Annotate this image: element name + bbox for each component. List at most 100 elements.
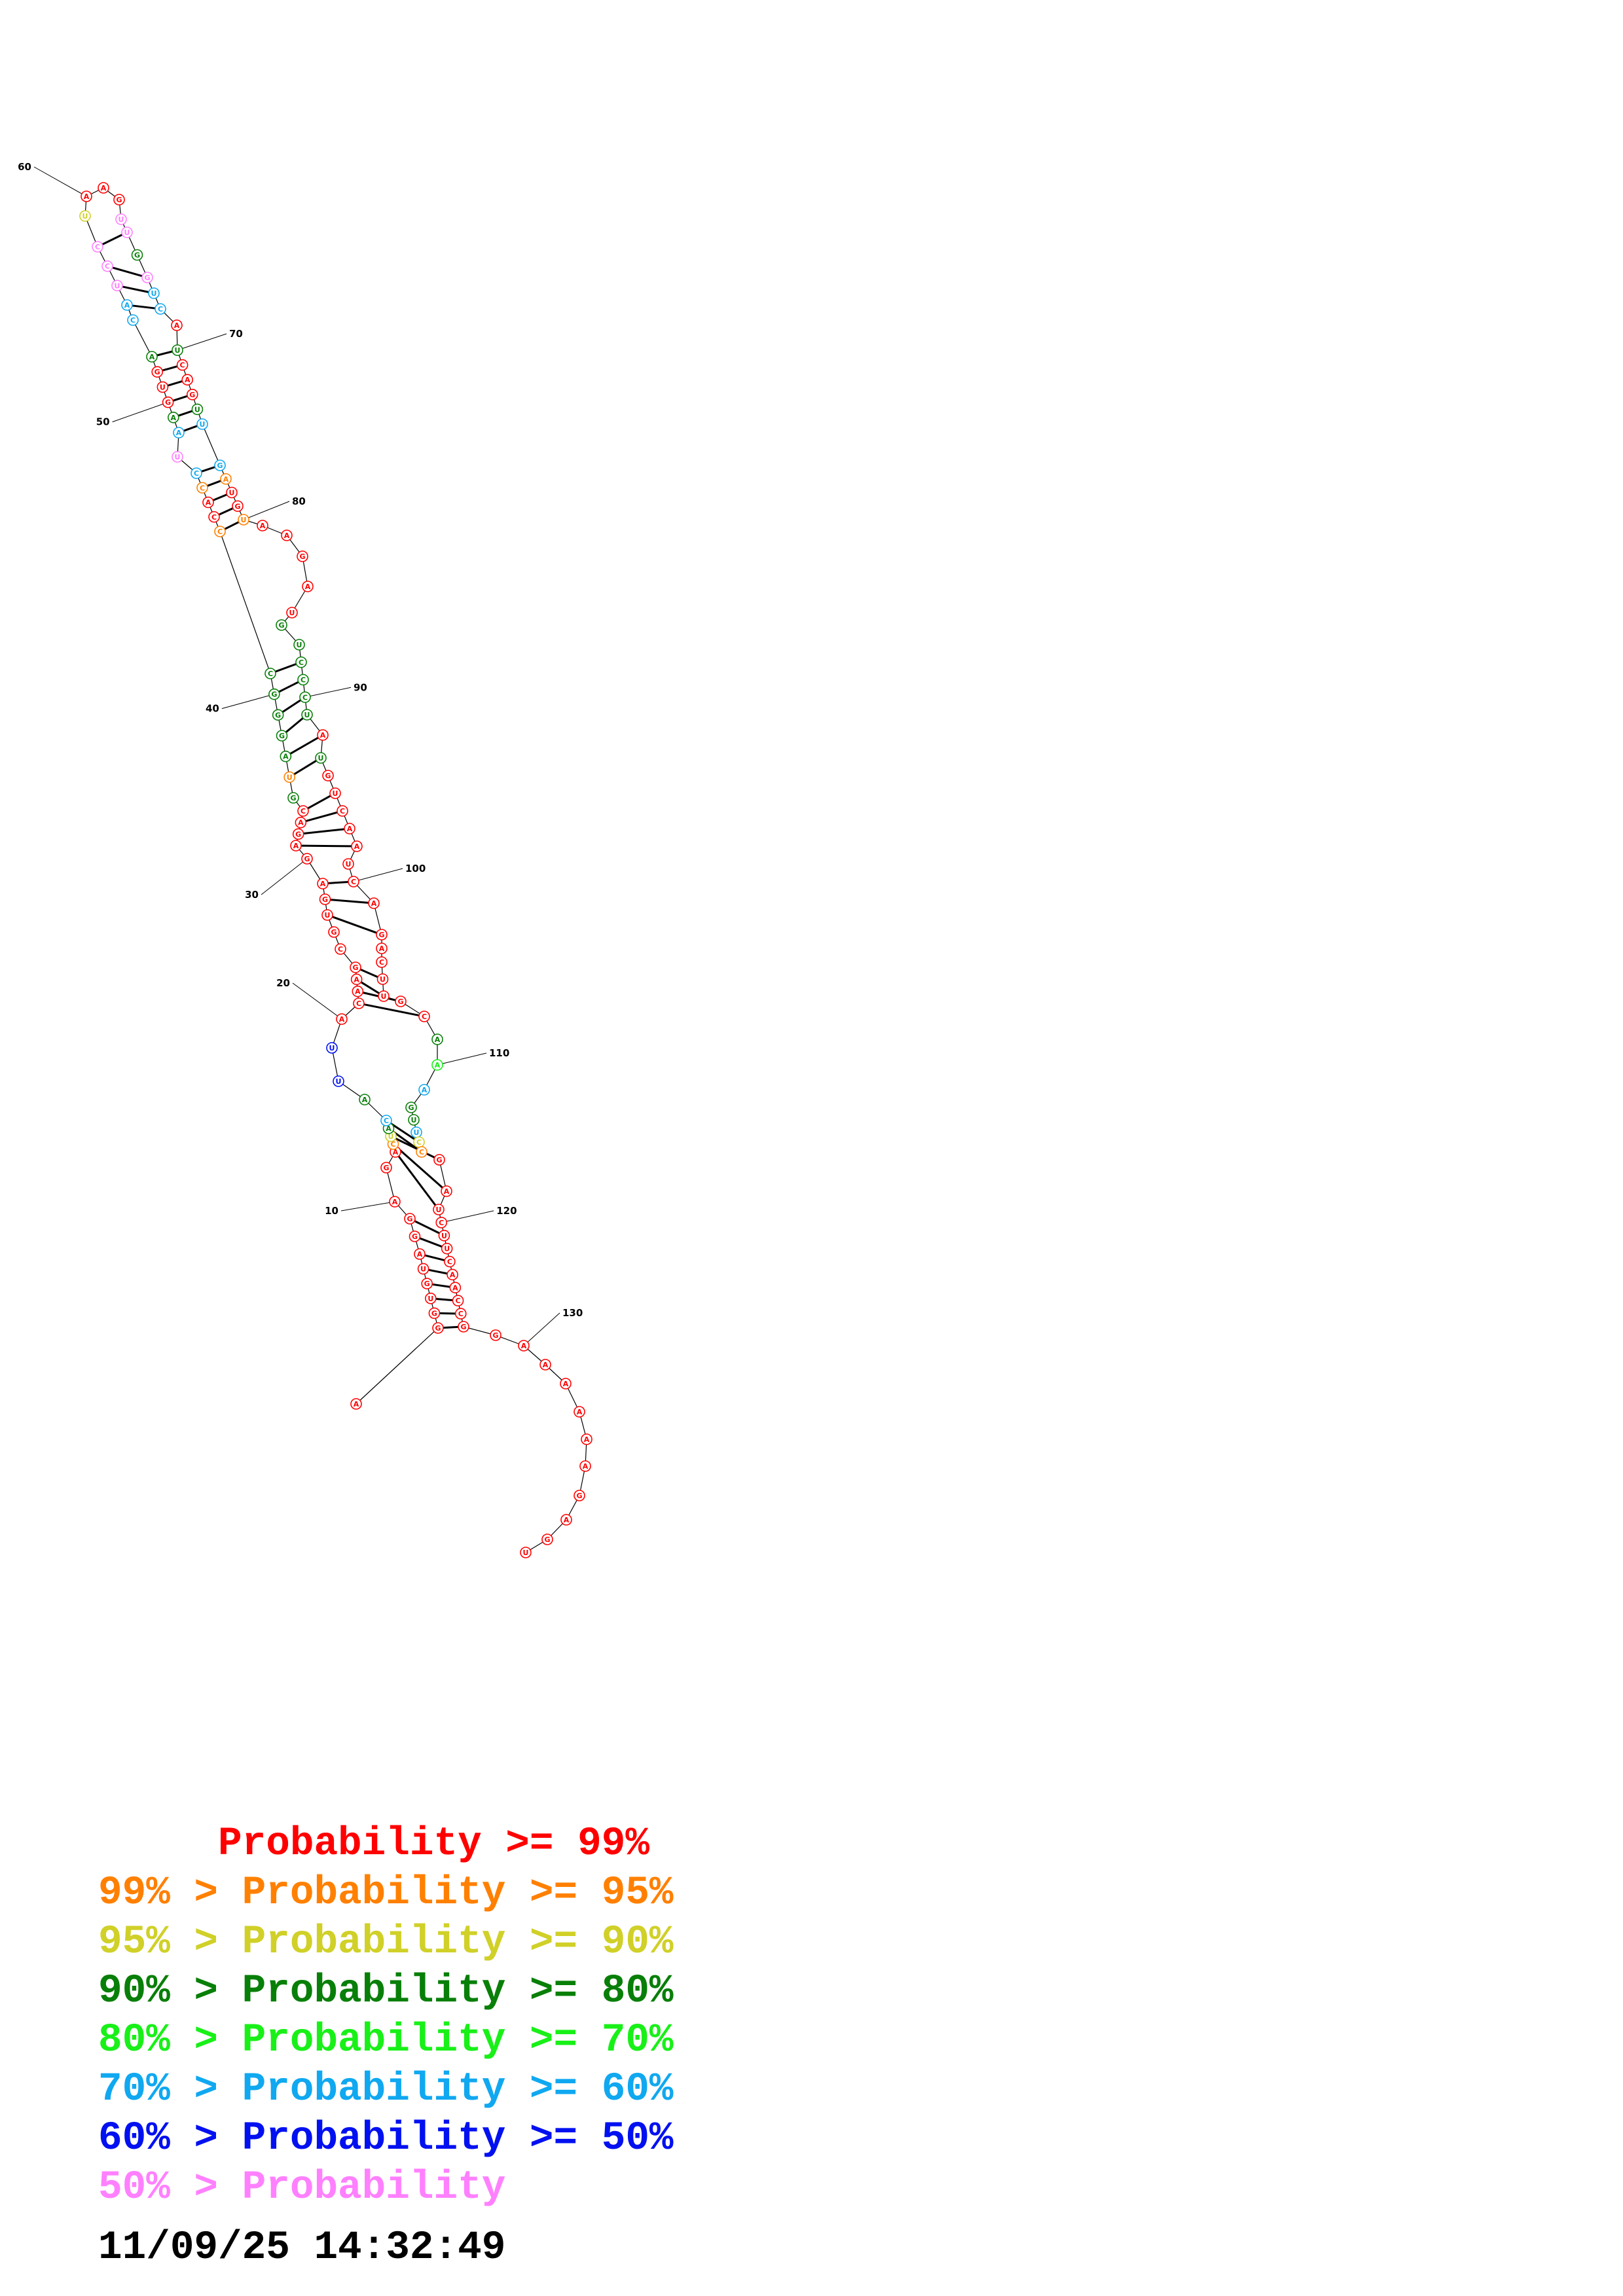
nucleotide-86: G (276, 619, 287, 631)
nucleotide-78: U (226, 486, 238, 499)
nucleotide-letter: U (333, 789, 338, 798)
nucleotide-64: U (121, 226, 133, 238)
nucleotide-46: C (191, 467, 202, 479)
nucleotide-letter: U (304, 711, 310, 719)
nucleotide-letter: C (351, 878, 356, 886)
nucleotide-letter: U (336, 1077, 342, 1086)
nucleotide-69: A (171, 319, 183, 331)
legend-row-95: 99% > Probability >= 95% (98, 1871, 674, 1916)
base-pair-bond (428, 1268, 448, 1275)
nucleotide-105: U (376, 973, 389, 985)
nucleotide-20: A (336, 1013, 348, 1025)
nucleotide-letter: A (362, 1096, 368, 1104)
nucleotide-22: A (352, 985, 364, 997)
nucleotide-letter: C (416, 1138, 422, 1147)
nucleotide-letter: C (356, 999, 361, 1008)
nucleotide-122: U (441, 1242, 453, 1255)
base-pair-bond (101, 234, 123, 245)
nucleotide-circle (172, 451, 183, 463)
nucleotide-circle (418, 1084, 430, 1096)
nucleotide-circle (121, 299, 133, 311)
nucleotide-92: A (317, 729, 329, 741)
nucleotide-97: A (344, 823, 356, 834)
nucleotide-94: G (322, 770, 334, 781)
nucleotide-circle (380, 1162, 392, 1174)
nucleotide-letter: G (378, 931, 384, 939)
nucleotide-55: A (121, 299, 133, 311)
nucleotide-letter: C (211, 513, 217, 522)
position-label-130: 130 (562, 1307, 583, 1319)
nucleotide-circle (329, 787, 341, 799)
nucleotide-circle (297, 673, 309, 686)
nucleotide-circle (541, 1534, 553, 1545)
nucleotide-circle (293, 639, 305, 651)
nucleotide-letter: C (422, 1013, 427, 1021)
nucleotide-circle (444, 1255, 456, 1268)
nucleotide-letter: U (381, 992, 387, 1001)
nucleotide-circle (409, 1230, 421, 1242)
nucleotide-23: A (350, 973, 363, 986)
nucleotide-letter: A (171, 414, 177, 422)
nucleotide-19: U (326, 1042, 338, 1054)
nucleotide-letter: C (458, 1310, 464, 1318)
nucleotide-letter: A (577, 1408, 583, 1416)
legend-row-99: Probability >= 99% (98, 1821, 649, 1867)
nucleotide-letter: A (543, 1361, 549, 1369)
nucleotide-96: C (337, 805, 348, 817)
base-pair-bond (305, 811, 338, 822)
nucleotide-letter: U (428, 1295, 433, 1303)
nucleotide-letter: G (144, 274, 150, 282)
nucleotide-circle (148, 287, 160, 299)
position-tick-80 (243, 501, 290, 520)
nucleotide-62: G (113, 194, 125, 206)
nucleotide-letter: U (160, 383, 166, 391)
position-label-90: 90 (354, 681, 367, 693)
nucleotide-letter: U (289, 609, 295, 617)
nucleotide-letter: G (397, 997, 403, 1006)
nucleotide-letter: A (392, 1198, 398, 1206)
nucleotide-letter: G (299, 552, 305, 561)
backbone-segment (132, 319, 153, 357)
nucleotide-circle (276, 619, 287, 631)
nucleotide-70: U (172, 344, 183, 356)
position-label-10: 10 (325, 1205, 338, 1217)
nucleotide-letter: C (180, 361, 185, 370)
nucleotide-circle (302, 581, 314, 592)
base-pair-bond (330, 899, 369, 904)
nucleotide-circle (435, 1217, 448, 1229)
nucleotide-circle (238, 514, 249, 526)
nucleotide-circle (299, 691, 311, 704)
position-label-60: 60 (18, 161, 31, 173)
nucleotide-letter: A (223, 475, 229, 484)
nucleotide-circle (295, 816, 307, 829)
nucleotide-letter: U (444, 1245, 450, 1253)
nucleotide-letter: C (301, 807, 306, 816)
nucleotide-88: C (295, 656, 307, 668)
nucleotide-letter: A (452, 1283, 458, 1292)
backbone-layer (84, 187, 587, 1553)
nucleotide-letter: C (268, 670, 273, 678)
nucleotide-circle (319, 893, 331, 905)
nucleotide-circle (438, 1229, 450, 1242)
nucleotide-layer: AGGUGUAGGAGACUACAUUACAAGCGUGAGAGACGUAGGG… (79, 182, 593, 1558)
nucleotide-letter: U (420, 1265, 426, 1274)
nucleotide-circle (121, 226, 133, 238)
nucleotide-letter: A (354, 975, 359, 984)
nucleotide-letter: C (302, 693, 308, 702)
nucleotide-48: A (173, 427, 185, 439)
nucleotide-letter: A (564, 1516, 570, 1524)
nucleotide-letter: G (544, 1535, 550, 1544)
legend-row-80: 90% > Probability >= 80% (98, 1969, 674, 2014)
nucleotide-circle (98, 182, 109, 194)
nucleotide-circle (268, 688, 280, 700)
position-tick-60 (33, 166, 87, 197)
nucleotide-circle (348, 876, 359, 888)
base-pair-bond (285, 717, 304, 734)
nucleotide-81: A (257, 520, 268, 531)
base-pair-bond (390, 1122, 416, 1140)
position-tick-110 (437, 1052, 487, 1066)
nucleotide-circle (395, 996, 407, 1007)
nucleotide-circle (376, 942, 388, 954)
nucleotide-72: A (181, 374, 194, 386)
nucleotide-circle (336, 1013, 348, 1025)
